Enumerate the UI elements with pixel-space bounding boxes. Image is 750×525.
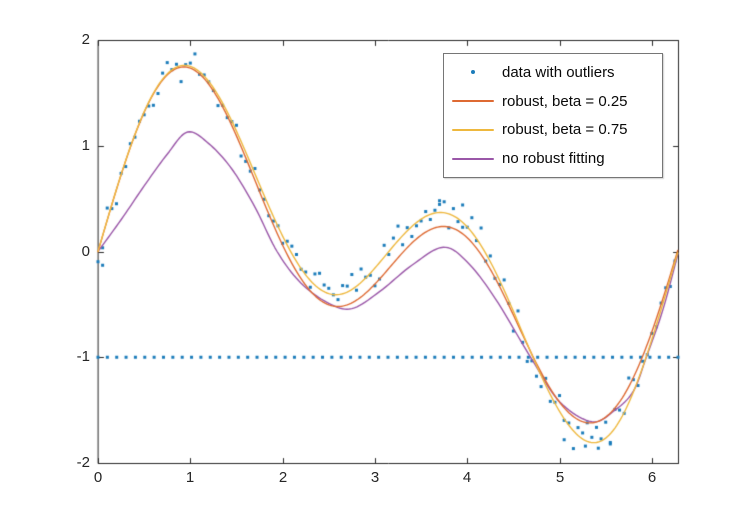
line-swatch-icon [444,128,502,131]
scatter-marker-icon [444,70,502,75]
legend-item-no-robust[interactable]: no robust fitting [444,146,662,172]
x-tick-label-6: 6 [647,469,657,486]
x-tick-label-2: 2 [278,469,288,486]
y-tick-label-m1: -1 [76,348,90,365]
y-tick-label-2: 2 [81,31,90,48]
legend-label: data with outliers [502,63,615,81]
line-swatch-icon [444,100,502,103]
y-tick-label-1: 1 [81,137,90,154]
legend-item-data[interactable]: data with outliers [444,59,662,85]
y-tick-label-m2: -2 [76,454,90,471]
legend-label: robust, beta = 0.75 [502,121,628,139]
x-tick-label-1: 1 [185,469,195,486]
legend-label: no robust fitting [502,150,605,168]
legend[interactable]: data with outliers robust, beta = 0.25 r… [443,53,663,178]
x-tick-label-4: 4 [462,469,472,486]
x-tick-label-5: 5 [555,469,565,486]
legend-item-robust-025[interactable]: robust, beta = 0.25 [444,88,662,114]
legend-item-robust-075[interactable]: robust, beta = 0.75 [444,117,662,143]
x-tick-label-0: 0 [93,469,103,486]
x-tick-label-3: 3 [370,469,380,486]
legend-label: robust, beta = 0.25 [502,92,628,110]
line-swatch-icon [444,157,502,160]
y-tick-label-0: 0 [81,243,90,260]
